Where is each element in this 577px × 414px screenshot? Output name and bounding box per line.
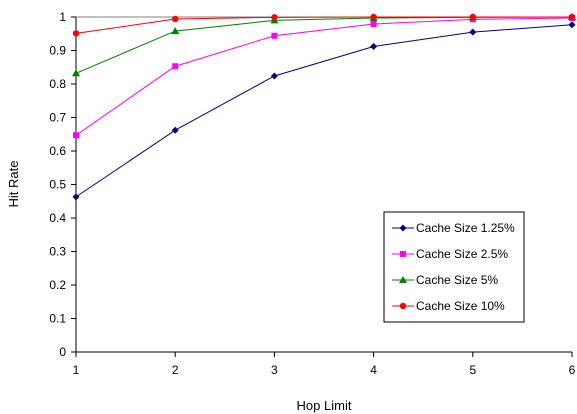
x-axis-title: Hop Limit <box>297 398 352 413</box>
legend-label: Cache Size 10% <box>416 299 505 313</box>
data-point <box>172 63 179 70</box>
y-axis-title: Hit Rate <box>6 161 21 208</box>
legend-marker <box>399 276 407 283</box>
legend-item: Cache Size 1.25% <box>392 221 515 235</box>
y-axis-ticks: 0 0.1 0.2 0.3 0.4 0.5 0.6 0.7 0.8 0.9 1 <box>49 10 76 359</box>
y-tick-label: 0.6 <box>49 144 66 158</box>
x-tick-label: 5 <box>469 363 476 377</box>
data-point <box>469 28 477 36</box>
y-tick-label: 0.8 <box>49 77 66 91</box>
data-point <box>568 13 576 21</box>
y-tick-label: 0.4 <box>49 211 66 225</box>
data-point <box>370 13 377 21</box>
data-point <box>568 21 576 29</box>
x-tick-label: 3 <box>271 363 278 377</box>
y-tick-label: 0.9 <box>49 44 66 58</box>
series-layer <box>72 13 576 201</box>
data-point <box>172 15 179 23</box>
data-point <box>72 69 80 77</box>
data-point <box>370 21 377 28</box>
data-point <box>171 27 180 35</box>
y-tick-label: 1 <box>59 10 66 24</box>
data-point <box>370 42 378 50</box>
series-3 <box>72 13 576 77</box>
data-point <box>73 132 79 139</box>
x-tick-label: 6 <box>569 363 576 377</box>
legend-marker <box>399 302 407 310</box>
data-point <box>271 14 278 21</box>
data-point <box>72 30 80 37</box>
data-point <box>469 13 476 21</box>
x-tick-label: 2 <box>172 363 179 377</box>
series-line <box>75 24 573 198</box>
series-4 <box>72 13 576 37</box>
series-line <box>75 16 572 34</box>
series-line <box>75 17 573 136</box>
legend-label: Cache Size 1.25% <box>416 221 515 235</box>
series-line <box>75 16 573 74</box>
data-point <box>171 126 179 134</box>
y-tick-label: 0.1 <box>49 312 66 326</box>
legend-box <box>383 211 525 323</box>
y-tick-label: 0.3 <box>49 245 66 259</box>
legend-item: Cache Size 2.5% <box>392 247 508 261</box>
x-tick-label: 1 <box>73 363 80 377</box>
data-point <box>271 32 278 39</box>
series-1 <box>72 21 576 201</box>
y-tick-label: 0.5 <box>49 178 66 192</box>
x-axis-ticks: 1 2 3 4 5 6 <box>73 352 576 377</box>
legend-label: Cache Size 5% <box>416 273 498 287</box>
y-tick-label: 0.7 <box>49 111 66 125</box>
legend-label: Cache Size 2.5% <box>416 247 508 261</box>
data-point <box>72 193 80 201</box>
x-tick-label: 4 <box>370 363 377 377</box>
legend-item: Cache Size 5% <box>392 273 498 287</box>
series-2 <box>73 15 575 139</box>
y-tick-label: 0.2 <box>49 278 66 292</box>
y-tick-label: 0 <box>59 345 66 359</box>
legend-marker <box>399 224 407 232</box>
legend-marker <box>400 251 406 257</box>
legend: Cache Size 1.25% Cache Size 2.5% Cache Siz… <box>383 211 525 323</box>
legend-item: Cache Size 10% <box>392 299 505 313</box>
data-point <box>270 72 278 80</box>
